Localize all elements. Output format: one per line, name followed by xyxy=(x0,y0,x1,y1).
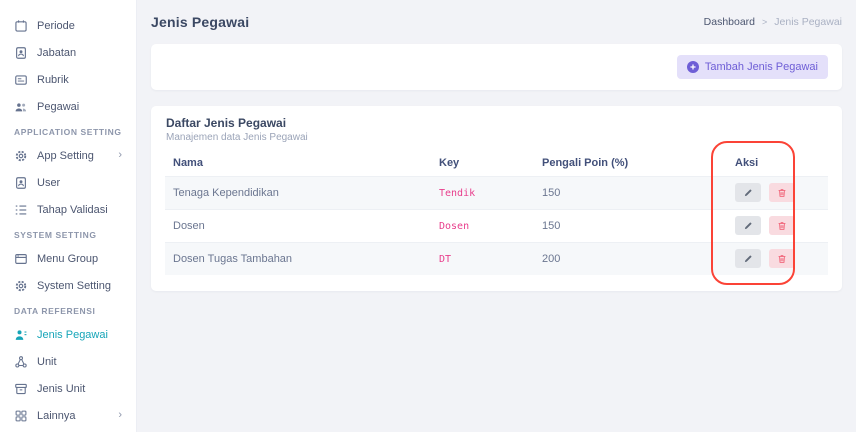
sidebar-item-menu-group[interactable]: Menu Group xyxy=(0,245,136,272)
archive-icon xyxy=(14,382,28,396)
cell-key-code: DT xyxy=(439,253,452,265)
main-content: Jenis Pegawai Dashboard > Jenis Pegawai … xyxy=(137,0,856,432)
pencil-icon xyxy=(743,188,753,198)
table-row: Tenaga Kependidikan Tendik 150 xyxy=(165,176,828,209)
cell-nama: Dosen Tugas Tambahan xyxy=(173,252,293,265)
column-header-pengali-poin: Pengali Poin (%) xyxy=(542,156,629,169)
sidebar-section-application-setting: APPLICATION SETTING xyxy=(14,127,122,137)
sidebar-item-label: Lainnya xyxy=(37,409,76,422)
sidebar-section-data-referensi: DATA REFERENSI xyxy=(14,306,96,316)
cell-pengali: 150 xyxy=(542,219,561,232)
edit-button[interactable] xyxy=(735,216,761,235)
delete-button[interactable] xyxy=(769,216,796,235)
sidebar-item-label: User xyxy=(37,176,61,189)
sidebar-item-user[interactable]: User xyxy=(0,169,136,196)
cell-pengali: 200 xyxy=(542,252,561,265)
column-header-key: Key xyxy=(439,156,460,169)
sidebar-item-app-setting[interactable]: App Setting › xyxy=(0,142,136,169)
window-icon xyxy=(14,252,28,266)
jenis-pegawai-table: Nama Key Pengali Poin (%) Aksi Tenaga Ke… xyxy=(165,150,828,275)
sidebar-item-lainnya[interactable]: Lainnya › xyxy=(0,402,136,429)
add-button-label: Tambah Jenis Pegawai xyxy=(704,61,818,73)
chevron-right-icon: › xyxy=(118,409,122,421)
cell-nama: Tenaga Kependidikan xyxy=(173,186,279,199)
breadcrumb-separator-icon: > xyxy=(762,17,768,27)
cell-key-code: Tendik xyxy=(439,187,476,199)
sidebar-item-label: Jenis Unit xyxy=(37,382,86,395)
trash-icon xyxy=(777,188,787,198)
sidebar: Periode Jabatan Rubrik Pegawai APPLICATI… xyxy=(0,0,137,432)
trash-icon xyxy=(777,254,787,264)
sidebar-item-label: Periode xyxy=(37,19,75,32)
sidebar-item-label: Rubrik xyxy=(37,73,69,86)
chevron-right-icon: › xyxy=(118,149,122,161)
sidebar-item-periode[interactable]: Periode xyxy=(0,12,136,39)
sidebar-item-pegawai[interactable]: Pegawai xyxy=(0,93,136,120)
edit-button[interactable] xyxy=(735,183,761,202)
breadcrumb: Dashboard > Jenis Pegawai xyxy=(704,16,842,28)
pencil-icon xyxy=(743,254,753,264)
calendar-icon xyxy=(14,19,28,33)
sidebar-item-label: Unit xyxy=(37,355,57,368)
breadcrumb-current: Jenis Pegawai xyxy=(774,16,842,28)
card-subtitle: Manajemen data Jenis Pegawai xyxy=(166,132,308,143)
sidebar-item-label: Jenis Pegawai xyxy=(37,328,108,341)
sidebar-item-jenis-pegawai[interactable]: Jenis Pegawai xyxy=(0,321,136,348)
sidebar-item-jabatan[interactable]: Jabatan xyxy=(0,39,136,66)
users-icon xyxy=(14,100,28,114)
card-title: Daftar Jenis Pegawai xyxy=(166,116,287,130)
table-row: Dosen Tugas Tambahan DT 200 xyxy=(165,242,828,275)
delete-button[interactable] xyxy=(769,183,796,202)
page-title: Jenis Pegawai xyxy=(151,14,250,30)
cell-nama: Dosen xyxy=(173,219,205,232)
table-row: Dosen Dosen 150 xyxy=(165,209,828,242)
trash-icon xyxy=(777,221,787,231)
plus-circle-icon xyxy=(686,61,699,73)
sidebar-item-label: App Setting xyxy=(37,149,94,162)
page-header: Jenis Pegawai Dashboard > Jenis Pegawai xyxy=(151,0,842,44)
sidebar-item-label: System Setting xyxy=(37,279,111,292)
sidebar-item-label: Jabatan xyxy=(37,46,77,59)
id-badge-icon xyxy=(14,46,28,60)
delete-button[interactable] xyxy=(769,249,796,269)
sidebar-section-system-setting: SYSTEM SETTING xyxy=(14,230,97,240)
sidebar-item-label: Menu Group xyxy=(37,252,99,265)
grid-icon xyxy=(14,409,28,423)
sidebar-item-label: Tahap Validasi xyxy=(37,203,108,216)
id-badge-icon xyxy=(14,176,28,190)
card-icon xyxy=(14,73,28,87)
breadcrumb-dashboard-link[interactable]: Dashboard xyxy=(703,16,756,28)
toolbar-card: Tambah Jenis Pegawai xyxy=(151,44,842,90)
gear-icon xyxy=(14,279,28,293)
jenis-pegawai-card: Daftar Jenis Pegawai Manajemen data Jeni… xyxy=(151,106,842,291)
sidebar-item-unit[interactable]: Unit xyxy=(0,348,136,375)
sidebar-item-jenis-unit[interactable]: Jenis Unit xyxy=(0,375,136,402)
sidebar-item-label: Pegawai xyxy=(37,100,80,113)
cell-key-code: Dosen xyxy=(439,220,470,232)
list-icon xyxy=(14,203,28,217)
cell-pengali: 150 xyxy=(542,186,561,199)
sidebar-item-tahap-validasi[interactable]: Tahap Validasi xyxy=(0,196,136,223)
edit-button[interactable] xyxy=(735,249,761,269)
network-icon xyxy=(14,355,28,369)
add-jenis-pegawai-button[interactable]: Tambah Jenis Pegawai xyxy=(676,55,828,79)
column-header-nama: Nama xyxy=(173,156,203,169)
column-header-aksi: Aksi xyxy=(735,156,759,169)
user-tie-icon xyxy=(14,328,28,342)
sidebar-item-rubrik[interactable]: Rubrik xyxy=(0,66,136,93)
table-header-row: Nama Key Pengali Poin (%) Aksi xyxy=(165,150,828,176)
pencil-icon xyxy=(743,221,753,231)
gear-icon xyxy=(14,149,28,163)
sidebar-item-system-setting[interactable]: System Setting xyxy=(0,272,136,299)
